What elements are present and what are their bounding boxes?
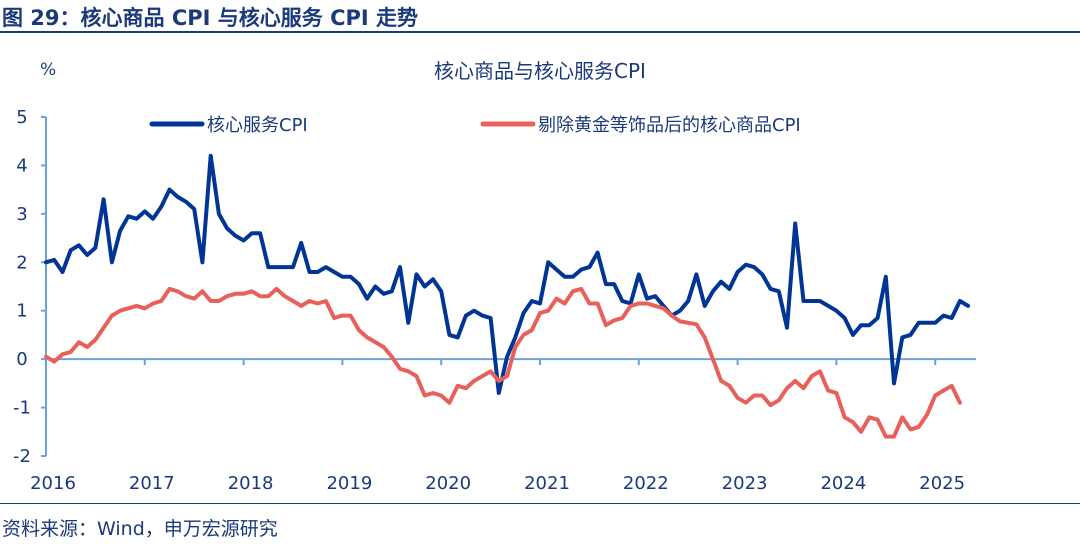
x-tick-label: 2021 — [524, 473, 570, 494]
series-line-core-services — [44, 153, 971, 395]
legend-label: 核心服务CPI — [207, 115, 308, 136]
y-tick-label: 1 — [16, 301, 27, 322]
y-tick-label: 2 — [16, 252, 27, 273]
y-tick-label: 0 — [16, 349, 27, 370]
x-tick-label: 2018 — [228, 473, 274, 494]
legend-label: 剔除黄金等饰品后的核心商品CPI — [538, 115, 801, 136]
y-tick-label: 3 — [16, 204, 27, 225]
x-tick-label: 2019 — [326, 473, 372, 494]
x-tick-label: 2020 — [425, 473, 471, 494]
x-tick-label: 2025 — [919, 473, 965, 494]
y-axis-unit: % — [40, 60, 57, 80]
source-note: 资料来源：Wind，申万宏源研究 — [2, 518, 278, 540]
y-tick-label: -2 — [13, 446, 31, 467]
x-tick-label: 2017 — [129, 473, 175, 494]
chart-title: 核心商品与核心服务CPI — [434, 59, 646, 83]
x-tick-label: 2022 — [623, 473, 669, 494]
x-tick-label: 2016 — [30, 473, 76, 494]
y-tick-label: -1 — [13, 398, 31, 419]
x-tick-label: 2023 — [722, 473, 768, 494]
figure-title: 图 29：核心商品 CPI 与核心服务 CPI 走势 — [2, 6, 419, 30]
series-line-core-goods — [44, 286, 962, 439]
x-tick-label: 2024 — [820, 473, 866, 494]
source-divider — [0, 503, 1080, 504]
y-tick-label: 5 — [16, 107, 27, 128]
y-tick-label: 4 — [16, 155, 27, 176]
title-divider — [0, 31, 1080, 33]
